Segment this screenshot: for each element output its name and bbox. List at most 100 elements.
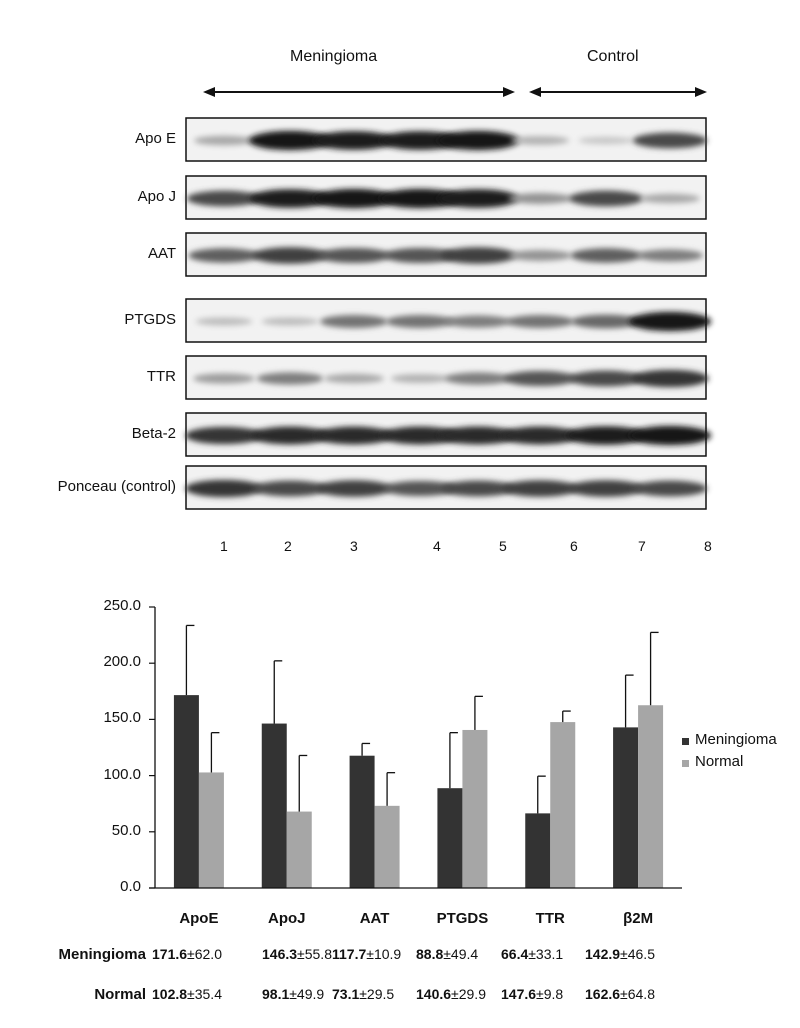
blot-band (186, 190, 262, 207)
legend-swatch (682, 760, 689, 767)
table-cell-mean: 66.4 (501, 946, 529, 962)
blot-band (506, 315, 574, 328)
blot-band (578, 136, 634, 145)
blot-band (502, 480, 578, 497)
blot-band (185, 426, 263, 445)
blot-band (316, 480, 392, 497)
blot-band (193, 373, 255, 384)
table-cell-sd: ±9.8 (536, 986, 564, 1002)
blot-band (437, 189, 519, 208)
blot-row-label: TTR (146, 368, 176, 385)
table-cell-mean: 140.6 (416, 986, 452, 1002)
blot-band (636, 249, 704, 262)
blot-band (444, 315, 512, 328)
blot-band (568, 370, 644, 387)
table-row-label: Meningioma (58, 946, 146, 963)
blot-band (194, 135, 254, 146)
table-cell-sd: ±29.9 (451, 986, 486, 1002)
bar-meningioma (173, 695, 199, 888)
bar-meningioma (437, 788, 463, 888)
blot-band (570, 248, 642, 263)
blot-band (248, 130, 332, 151)
blot-row (185, 117, 708, 162)
table-cell-sd: ±10.9 (366, 946, 402, 962)
bar-meningioma (525, 813, 551, 888)
blot-band (510, 136, 570, 145)
table-cell: 162.6±64.8 (585, 986, 655, 1002)
blot-band (317, 247, 391, 264)
table-cell-sd: ±64.8 (620, 986, 655, 1002)
y-tick-label: 100.0 (103, 765, 141, 783)
bar-normal (550, 722, 576, 888)
blot-band (500, 426, 580, 445)
blot-band (383, 480, 457, 497)
legend-swatch (682, 738, 689, 745)
table-cell-mean: 73.1 (332, 986, 360, 1002)
blot-band (249, 189, 331, 208)
table-cell-sd: ±49.4 (443, 946, 479, 962)
blot-band (379, 131, 461, 150)
table-cell-mean: 88.8 (416, 946, 444, 962)
blot-row (185, 465, 708, 510)
table-cell-sd: ±55.8 (297, 946, 332, 962)
blot-band (508, 193, 572, 204)
blot-band (440, 247, 516, 264)
blot-band (508, 250, 572, 261)
blot-row-label: Apo E (135, 130, 176, 147)
table-cell-sd: ±46.5 (620, 946, 655, 962)
bar-normal (638, 705, 664, 888)
x-category-label: ApoJ (268, 910, 306, 927)
bar-meningioma (349, 755, 375, 888)
blot-band (320, 315, 388, 328)
lane-number: 8 (704, 538, 712, 554)
table-cell: 171.6±62.0 (152, 946, 222, 962)
lane-number: 2 (284, 538, 292, 554)
blot-band (640, 193, 700, 204)
y-tick-label: 50.0 (111, 821, 141, 839)
blot-band (631, 369, 709, 388)
table-cell: 146.3±55.8 (262, 946, 332, 962)
lane-number: 7 (638, 538, 646, 554)
blot-band (436, 130, 520, 151)
blot-band (380, 426, 460, 445)
legend-label: Normal (695, 753, 744, 770)
lane-number: 4 (433, 538, 441, 554)
x-category-label: PTGDS (436, 910, 489, 927)
table-cell: 117.7±10.9 (332, 946, 401, 962)
table-cell-mean: 146.3 (262, 946, 298, 962)
x-category-label: ApoE (179, 910, 219, 927)
bar-normal (198, 772, 224, 888)
bar-normal (462, 729, 488, 888)
y-tick-label: 150.0 (103, 709, 141, 727)
table-cell: 142.9±46.5 (585, 946, 655, 962)
bar-meningioma (613, 727, 639, 888)
blot-band (313, 131, 395, 150)
blot-row (185, 232, 707, 277)
blot-band (628, 311, 712, 332)
table-cell-sd: ±33.1 (528, 946, 564, 962)
blot-band (438, 426, 518, 445)
blot-band (632, 480, 708, 497)
blot-row-label: PTGDS (124, 311, 176, 328)
table-cell-sd: ±29.5 (359, 986, 395, 1002)
table-cell: 66.4±33.1 (501, 946, 563, 962)
blot-row (185, 412, 712, 457)
y-tick-label: 250.0 (103, 597, 141, 614)
lane-number: 1 (220, 538, 228, 554)
lane-number: 6 (570, 538, 578, 554)
blot-band (252, 247, 328, 264)
blot-band (386, 315, 454, 328)
x-category-label: AAT (359, 910, 390, 927)
bar-chart (149, 606, 682, 889)
blot-band (195, 317, 253, 326)
blot-band (252, 480, 328, 497)
blot-band (312, 188, 396, 209)
table-cell-mean: 162.6 (585, 986, 621, 1002)
y-tick-label: 200.0 (103, 653, 141, 671)
blot-band (261, 317, 319, 326)
legend-label: Meningioma (695, 731, 777, 748)
blot-band (378, 188, 462, 209)
table-cell-mean: 147.6 (501, 986, 537, 1002)
table-cell-sd: ±62.0 (187, 946, 222, 962)
table-cell: 140.6±29.9 (416, 986, 486, 1002)
